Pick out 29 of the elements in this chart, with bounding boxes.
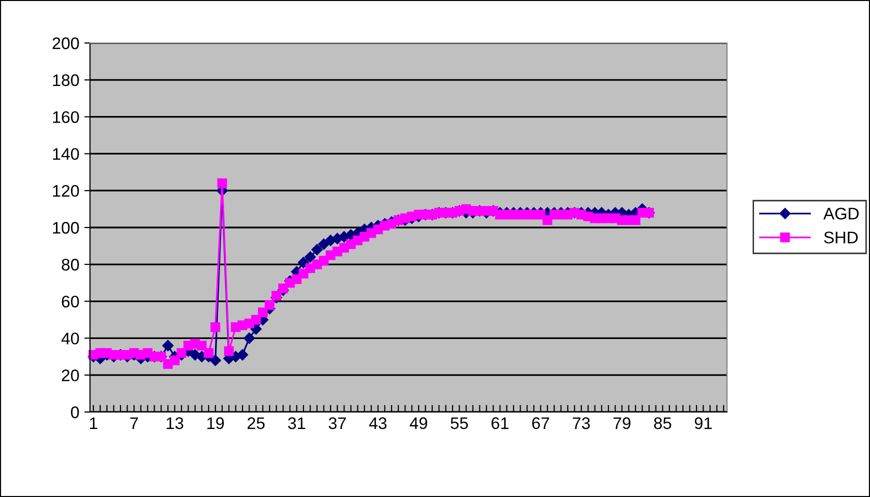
x-tick-label: 19: [207, 417, 224, 430]
x-tick-label: 31: [288, 417, 306, 430]
y-tick-label: 40: [61, 332, 79, 344]
x-tick-label: 49: [410, 417, 428, 430]
y-tick-label: 60: [62, 296, 79, 308]
y-tick-label: 160: [53, 111, 79, 124]
y-tick-label: 180: [53, 74, 79, 86]
x-tick-label: 55: [450, 417, 468, 430]
y-tick-label: 0: [70, 406, 79, 418]
y-tick-label: 120: [53, 185, 79, 197]
legend-label: AGD: [823, 208, 859, 220]
x-tick-label: 91: [694, 417, 712, 430]
y-tick-label: 80: [62, 258, 79, 271]
x-tick-label: 1: [90, 417, 98, 429]
x-tick-label: 43: [369, 417, 387, 430]
x-tick-label: 61: [492, 417, 508, 430]
y-tick-label: 140: [53, 148, 79, 160]
x-tick-label: 7: [130, 417, 138, 429]
x-tick-label: 37: [328, 417, 346, 430]
x-tick-label: 13: [166, 417, 184, 430]
x-tick-label: 73: [572, 417, 590, 430]
x-tick-label: 25: [248, 417, 265, 430]
y-tick-label: 20: [62, 370, 79, 382]
x-tick-label: 85: [654, 417, 672, 430]
legend-label: SHD: [824, 232, 858, 244]
x-tick-label: 79: [614, 417, 630, 430]
y-tick-label: 100: [53, 222, 79, 234]
y-tick-label: 200: [52, 37, 79, 50]
x-tick-label: 67: [532, 417, 550, 430]
